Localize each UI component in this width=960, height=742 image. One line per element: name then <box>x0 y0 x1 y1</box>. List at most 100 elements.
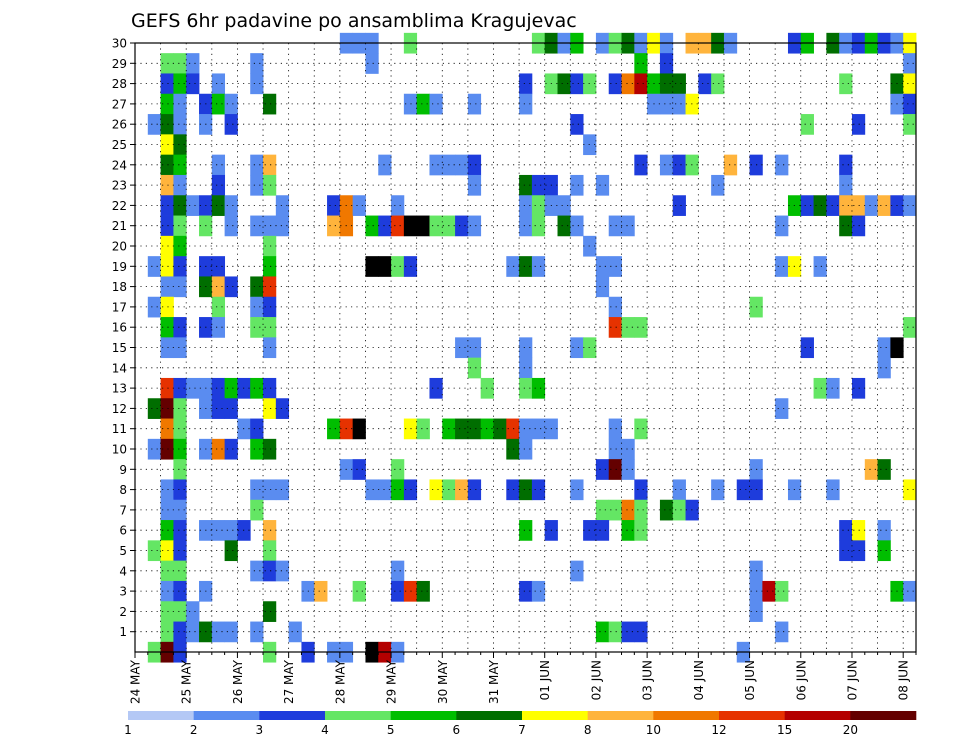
heatmap-cell <box>519 418 533 440</box>
heatmap-cell <box>160 93 174 115</box>
heatmap-cell <box>531 479 546 501</box>
heatmap-cell <box>813 195 827 216</box>
heatmap-cell <box>570 114 584 135</box>
x-tick-label: 06 JUN <box>794 660 808 700</box>
heatmap-cell <box>877 540 891 562</box>
heatmap-cell <box>467 215 482 237</box>
heatmap-cell <box>352 580 366 602</box>
heatmap-cell <box>608 418 622 440</box>
heatmap-cell <box>173 438 187 460</box>
x-tick-label: 07 JUN <box>845 660 859 700</box>
y-tick-label: 30 <box>112 37 127 51</box>
y-tick-label: 6 <box>119 524 127 538</box>
heatmap-cell <box>506 418 520 440</box>
heatmap-cell <box>621 215 635 237</box>
heatmap-cell <box>608 215 622 237</box>
heatmap-cell <box>903 114 917 135</box>
heatmap-cell <box>557 73 571 95</box>
heatmap-cell <box>672 479 686 501</box>
heatmap-cell <box>391 580 405 602</box>
y-tick-label: 17 <box>112 300 127 314</box>
heatmap-cell <box>160 580 174 602</box>
heatmap-cell <box>775 580 789 602</box>
legend-label: 2 <box>190 723 198 737</box>
heatmap-cell <box>775 621 789 643</box>
heatmap-cell <box>519 215 533 237</box>
heatmap-cell <box>147 296 161 318</box>
heatmap-cell <box>800 195 814 216</box>
heatmap-cell <box>263 215 277 237</box>
legend-label: 4 <box>321 723 329 737</box>
heatmap-cell <box>224 398 238 419</box>
heatmap-cell <box>429 479 443 501</box>
heatmap-cell <box>659 154 674 176</box>
heatmap-cell <box>160 601 174 622</box>
heatmap-cell <box>519 337 533 359</box>
heatmap-cell <box>903 317 917 338</box>
heatmap-cell <box>160 53 174 74</box>
y-tick-label: 10 <box>112 443 127 457</box>
heatmap-cell <box>173 174 187 196</box>
heatmap-cell <box>429 215 443 237</box>
legend-label: 1 <box>124 723 132 737</box>
heatmap-cell <box>263 317 277 338</box>
heatmap-cell <box>455 215 469 237</box>
heatmap-cell <box>250 154 264 176</box>
heatmap-cell <box>864 459 878 480</box>
heatmap-cell <box>531 377 546 399</box>
heatmap-cell <box>211 520 226 541</box>
x-axis: 24 MAY 25 MAY 26 MAY 27 MAY 28 MAY 29 MAY 30 M… <box>129 652 917 704</box>
heatmap-cell <box>250 499 264 521</box>
heatmap-cell <box>173 540 187 562</box>
heatmap-cell <box>800 114 814 135</box>
heatmap-cell <box>813 377 827 399</box>
heatmap-cell <box>173 418 187 440</box>
legend-swatch <box>784 711 851 720</box>
x-tick-label: 25 MAY <box>180 659 194 704</box>
heatmap-cell <box>608 621 622 643</box>
heatmap-cell <box>698 73 712 95</box>
legend-label: 5 <box>387 723 395 737</box>
heatmap-cell <box>250 479 264 501</box>
heatmap-cell <box>467 93 482 115</box>
y-tick-label: 27 <box>112 97 127 111</box>
legend-swatch <box>653 711 720 720</box>
heatmap-cell <box>557 215 571 237</box>
heatmap-cell <box>634 154 648 176</box>
heatmap-cell <box>839 540 853 562</box>
y-tick-label: 14 <box>112 361 127 375</box>
heatmap-cell <box>531 418 546 440</box>
heatmap-cell <box>595 621 610 643</box>
y-tick-label: 29 <box>112 57 127 71</box>
heatmap-cell <box>851 520 866 541</box>
heatmap-cell <box>250 215 264 237</box>
heatmap-cell <box>608 73 622 95</box>
heatmap-cell <box>173 479 187 501</box>
heatmap-cell <box>263 398 277 419</box>
heatmap-cell <box>570 560 584 582</box>
heatmap-cell <box>173 235 187 257</box>
heatmap-cell <box>903 195 917 216</box>
heatmap-cell <box>391 479 405 501</box>
heatmap-cell <box>173 601 187 622</box>
heatmap-cell <box>263 296 277 318</box>
heatmap-cell <box>160 174 174 196</box>
heatmap-cell <box>365 53 379 74</box>
heatmap-cell <box>173 377 187 399</box>
heatmap-cell <box>173 276 187 298</box>
heatmap-cell <box>263 276 277 298</box>
y-tick-label: 19 <box>112 260 127 274</box>
heatmap-cell <box>621 459 635 480</box>
y-tick-label: 12 <box>112 402 127 416</box>
heatmap-cell <box>506 256 520 277</box>
heatmap-cell <box>621 438 635 460</box>
heatmap-cell <box>224 215 238 237</box>
heatmap-cell <box>250 621 264 643</box>
legend-swatch <box>719 711 785 720</box>
y-tick-label: 7 <box>119 503 127 517</box>
heatmap-cell <box>429 154 443 176</box>
heatmap-cell <box>519 174 533 196</box>
heatmap-cell <box>211 438 226 460</box>
heatmap-cell <box>800 337 814 359</box>
heatmap-cell <box>416 93 430 115</box>
